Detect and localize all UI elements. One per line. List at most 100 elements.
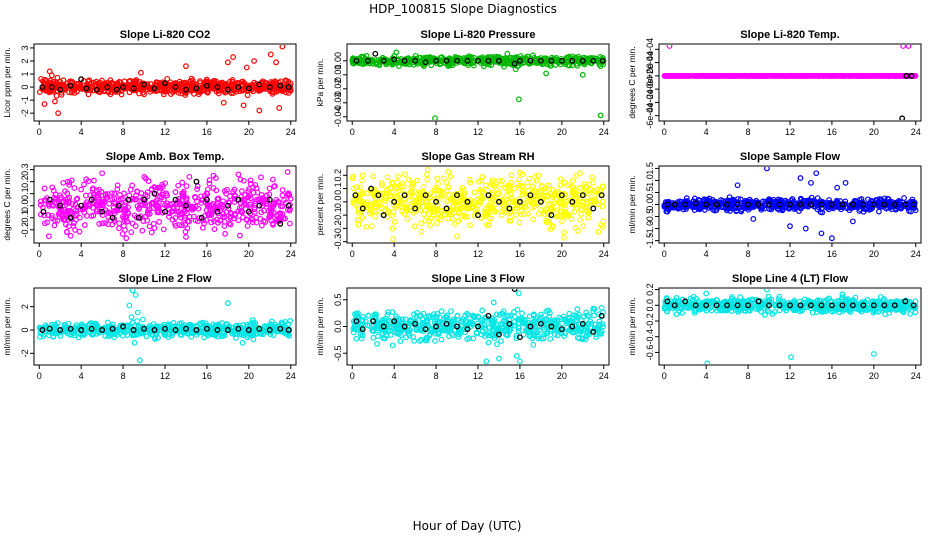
y-tick-label: 4e-04 (645, 38, 655, 61)
reference-point (839, 201, 846, 208)
data-point (188, 333, 195, 340)
data-point (427, 222, 433, 229)
data-point (183, 183, 190, 189)
data-point (471, 314, 478, 321)
data-point (857, 72, 864, 79)
outlier-point (834, 184, 841, 191)
data-point (599, 198, 606, 205)
data-point (674, 72, 681, 79)
reference-point (46, 196, 53, 203)
data-point (78, 186, 85, 193)
data-point (238, 331, 245, 338)
data-point (515, 327, 522, 334)
reference-point (353, 57, 360, 64)
data-point (350, 329, 357, 336)
reference-point (558, 57, 565, 64)
data-point (672, 72, 678, 79)
data-point (876, 208, 882, 215)
data-point (503, 60, 510, 67)
data-point (266, 185, 273, 192)
data-point (420, 184, 427, 190)
y-tick-label: 1 (20, 72, 30, 77)
data-point (418, 220, 424, 227)
reference-point (506, 205, 513, 212)
reference-point (787, 201, 793, 208)
data-point (471, 54, 478, 61)
data-point (282, 215, 288, 222)
y-axis-label: ml/min per min. (627, 175, 637, 233)
data-point (839, 72, 846, 79)
data-point (249, 219, 256, 226)
data-point (467, 222, 473, 229)
data-point (114, 186, 121, 193)
data-point (681, 72, 688, 79)
data-point (427, 215, 434, 222)
data-point (99, 220, 106, 227)
data-point (508, 172, 515, 179)
data-point (509, 195, 516, 202)
data-point (134, 318, 141, 324)
data-point (600, 61, 607, 68)
data-point (208, 219, 215, 226)
outlier-point (137, 69, 144, 76)
x-tick-label: 4 (392, 127, 397, 137)
reference-point (401, 57, 408, 64)
outlier-point (454, 233, 460, 240)
data-point (247, 180, 254, 187)
reference-point (724, 201, 731, 208)
reference-point (380, 212, 387, 219)
data-point (167, 201, 173, 208)
outlier-point (579, 71, 586, 78)
data-point (519, 191, 526, 197)
y-axis-label: percent per min. (315, 174, 325, 235)
data-point (548, 206, 555, 212)
reference-point (46, 325, 53, 332)
data-point (379, 182, 385, 189)
data-point (875, 72, 882, 79)
data-point (102, 333, 109, 339)
data-point (181, 208, 188, 215)
data-point (587, 199, 594, 206)
data-point (910, 72, 917, 79)
x-tick-label: 20 (869, 249, 879, 259)
data-point (445, 63, 451, 69)
data-point (883, 72, 890, 79)
data-point (557, 182, 564, 189)
data-point (62, 196, 69, 203)
data-point (222, 230, 228, 237)
data-point (371, 186, 378, 193)
data-point (381, 335, 388, 342)
data-point (41, 185, 48, 192)
x-tick-label: 8 (746, 127, 751, 137)
data-point (116, 225, 122, 232)
data-point (54, 217, 61, 224)
y-axis-label: Licor ppm per min. (2, 47, 12, 117)
data-point (427, 54, 433, 60)
data-point (484, 222, 491, 228)
reference-point (256, 81, 263, 88)
outlier-point (424, 167, 431, 173)
data-point (206, 180, 213, 187)
data-point (547, 226, 554, 233)
data-point (230, 188, 236, 195)
reference-point (464, 198, 471, 205)
data-point (148, 328, 154, 334)
outlier-point (797, 175, 804, 181)
data-point (759, 205, 765, 211)
reference-point (496, 198, 502, 205)
reference-point (908, 72, 915, 79)
data-point (727, 72, 733, 79)
y-tick-label: 3 (20, 45, 30, 50)
data-point (224, 321, 231, 328)
x-tick-label: 20 (557, 371, 567, 381)
data-point (90, 212, 97, 219)
data-point (850, 204, 856, 211)
reference-point (198, 214, 205, 221)
data-point (210, 172, 217, 179)
data-point (396, 187, 402, 194)
data-point (374, 340, 380, 347)
x-tick-label: 0 (662, 127, 667, 137)
data-point (428, 62, 435, 69)
outlier-point (224, 300, 231, 307)
